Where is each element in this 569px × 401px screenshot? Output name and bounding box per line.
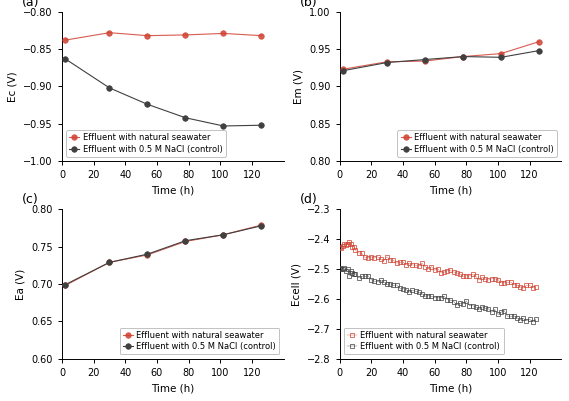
Effluent with 0.5 M NaCl (control) bbox=[182, 238, 189, 243]
Effluent with natural seawater bbox=[62, 283, 69, 288]
Text: (d): (d) bbox=[300, 193, 318, 207]
X-axis label: Time (h): Time (h) bbox=[429, 383, 472, 393]
Effluent with natural seawater bbox=[258, 33, 265, 38]
Y-axis label: Ecell (V): Ecell (V) bbox=[291, 263, 302, 306]
Effluent with natural seawater bbox=[498, 51, 505, 56]
Effluent with 0.5 M NaCl (control) bbox=[440, 294, 447, 299]
X-axis label: Time (h): Time (h) bbox=[151, 186, 195, 196]
Effluent with natural seawater bbox=[476, 277, 483, 282]
Y-axis label: Em (V): Em (V) bbox=[294, 69, 303, 104]
X-axis label: Time (h): Time (h) bbox=[151, 383, 195, 393]
Effluent with 0.5 M NaCl (control) bbox=[220, 232, 227, 237]
Effluent with 0.5 M NaCl (control) bbox=[62, 57, 69, 61]
Effluent with 0.5 M NaCl (control) bbox=[444, 297, 451, 302]
Legend: Effluent with natural seawater, Effluent with 0.5 M NaCl (control): Effluent with natural seawater, Effluent… bbox=[344, 328, 504, 354]
Line: Effluent with 0.5 M NaCl (control): Effluent with 0.5 M NaCl (control) bbox=[63, 56, 264, 129]
Y-axis label: Ec (V): Ec (V) bbox=[8, 71, 18, 102]
Text: (a): (a) bbox=[22, 0, 40, 9]
Effluent with natural seawater bbox=[529, 286, 536, 290]
Effluent with 0.5 M NaCl (control) bbox=[144, 102, 151, 107]
Y-axis label: Ea (V): Ea (V) bbox=[16, 268, 26, 300]
Effluent with 0.5 M NaCl (control) bbox=[106, 260, 113, 265]
Effluent with 0.5 M NaCl (control) bbox=[106, 85, 113, 90]
Legend: Effluent with natural seawater, Effluent with 0.5 M NaCl (control): Effluent with natural seawater, Effluent… bbox=[397, 130, 557, 157]
Effluent with natural seawater bbox=[460, 54, 467, 59]
Effluent with 0.5 M NaCl (control) bbox=[258, 123, 265, 128]
Effluent with natural seawater bbox=[466, 273, 473, 278]
Line: Effluent with natural seawater: Effluent with natural seawater bbox=[63, 30, 264, 43]
Legend: Effluent with natural seawater, Effluent with 0.5 M NaCl (control): Effluent with natural seawater, Effluent… bbox=[119, 328, 279, 354]
Effluent with 0.5 M NaCl (control) bbox=[510, 314, 517, 318]
Effluent with natural seawater bbox=[62, 38, 69, 43]
Effluent with 0.5 M NaCl (control) bbox=[371, 279, 378, 284]
Effluent with natural seawater bbox=[182, 32, 189, 37]
Effluent with natural seawater bbox=[106, 260, 113, 265]
Effluent with natural seawater bbox=[346, 239, 353, 244]
Effluent with natural seawater bbox=[144, 253, 151, 257]
Legend: Effluent with natural seawater, Effluent with 0.5 M NaCl (control): Effluent with natural seawater, Effluent… bbox=[66, 130, 226, 157]
Effluent with natural seawater bbox=[533, 285, 539, 290]
X-axis label: Time (h): Time (h) bbox=[429, 186, 472, 196]
Effluent with 0.5 M NaCl (control) bbox=[460, 54, 467, 59]
Text: (b): (b) bbox=[300, 0, 318, 9]
Effluent with 0.5 M NaCl (control) bbox=[384, 60, 390, 65]
Effluent with natural seawater bbox=[491, 276, 498, 281]
Effluent with natural seawater bbox=[106, 30, 113, 35]
Effluent with natural seawater bbox=[258, 223, 265, 227]
Text: (c): (c) bbox=[22, 193, 39, 207]
Effluent with natural seawater bbox=[535, 39, 542, 44]
Effluent with 0.5 M NaCl (control) bbox=[529, 320, 536, 324]
Effluent with 0.5 M NaCl (control) bbox=[422, 57, 428, 62]
Effluent with 0.5 M NaCl (control) bbox=[182, 115, 189, 120]
Effluent with 0.5 M NaCl (control) bbox=[368, 277, 374, 282]
Effluent with 0.5 M NaCl (control) bbox=[258, 223, 265, 228]
Effluent with natural seawater bbox=[513, 283, 520, 288]
Line: Effluent with 0.5 M NaCl (control): Effluent with 0.5 M NaCl (control) bbox=[339, 265, 538, 324]
Effluent with 0.5 M NaCl (control) bbox=[533, 317, 539, 322]
Effluent with 0.5 M NaCl (control) bbox=[339, 68, 346, 73]
Effluent with natural seawater bbox=[384, 59, 390, 64]
Effluent with natural seawater bbox=[337, 245, 344, 250]
Line: Effluent with natural seawater: Effluent with natural seawater bbox=[340, 39, 542, 72]
Effluent with 0.5 M NaCl (control) bbox=[220, 124, 227, 128]
Effluent with natural seawater bbox=[510, 282, 517, 287]
Effluent with 0.5 M NaCl (control) bbox=[409, 288, 416, 293]
Effluent with natural seawater bbox=[422, 59, 428, 63]
Line: Effluent with natural seawater: Effluent with natural seawater bbox=[63, 222, 264, 288]
Effluent with 0.5 M NaCl (control) bbox=[337, 265, 344, 270]
Effluent with 0.5 M NaCl (control) bbox=[535, 48, 542, 53]
Effluent with natural seawater bbox=[339, 67, 346, 72]
Effluent with natural seawater bbox=[220, 232, 227, 237]
Effluent with natural seawater bbox=[144, 33, 151, 38]
Line: Effluent with natural seawater: Effluent with natural seawater bbox=[339, 240, 538, 290]
Effluent with 0.5 M NaCl (control) bbox=[144, 252, 151, 257]
Effluent with natural seawater bbox=[220, 31, 227, 36]
Effluent with natural seawater bbox=[517, 285, 523, 290]
Line: Effluent with 0.5 M NaCl (control): Effluent with 0.5 M NaCl (control) bbox=[63, 223, 264, 288]
Effluent with 0.5 M NaCl (control) bbox=[498, 55, 505, 60]
Line: Effluent with 0.5 M NaCl (control): Effluent with 0.5 M NaCl (control) bbox=[340, 48, 542, 73]
Effluent with natural seawater bbox=[182, 239, 189, 244]
Effluent with 0.5 M NaCl (control) bbox=[62, 282, 69, 287]
